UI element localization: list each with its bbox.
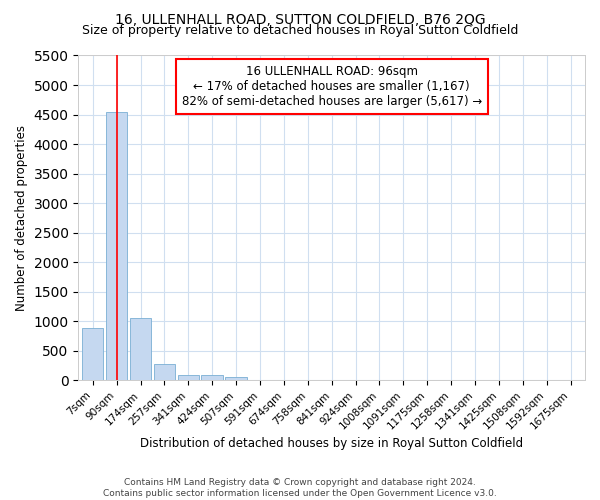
Y-axis label: Number of detached properties: Number of detached properties [15, 125, 28, 311]
Bar [130, 318, 151, 380]
Bar [202, 376, 223, 380]
Text: Contains HM Land Registry data © Crown copyright and database right 2024.
Contai: Contains HM Land Registry data © Crown c… [103, 478, 497, 498]
Text: 16 ULLENHALL ROAD: 96sqm
← 17% of detached houses are smaller (1,167)
82% of sem: 16 ULLENHALL ROAD: 96sqm ← 17% of detach… [182, 65, 482, 108]
Bar [106, 112, 127, 380]
Bar [226, 377, 247, 380]
Bar [178, 375, 199, 380]
Bar [154, 364, 175, 380]
Text: 16, ULLENHALL ROAD, SUTTON COLDFIELD, B76 2QG: 16, ULLENHALL ROAD, SUTTON COLDFIELD, B7… [115, 12, 485, 26]
Bar [82, 328, 103, 380]
Text: Size of property relative to detached houses in Royal Sutton Coldfield: Size of property relative to detached ho… [82, 24, 518, 37]
X-axis label: Distribution of detached houses by size in Royal Sutton Coldfield: Distribution of detached houses by size … [140, 437, 523, 450]
